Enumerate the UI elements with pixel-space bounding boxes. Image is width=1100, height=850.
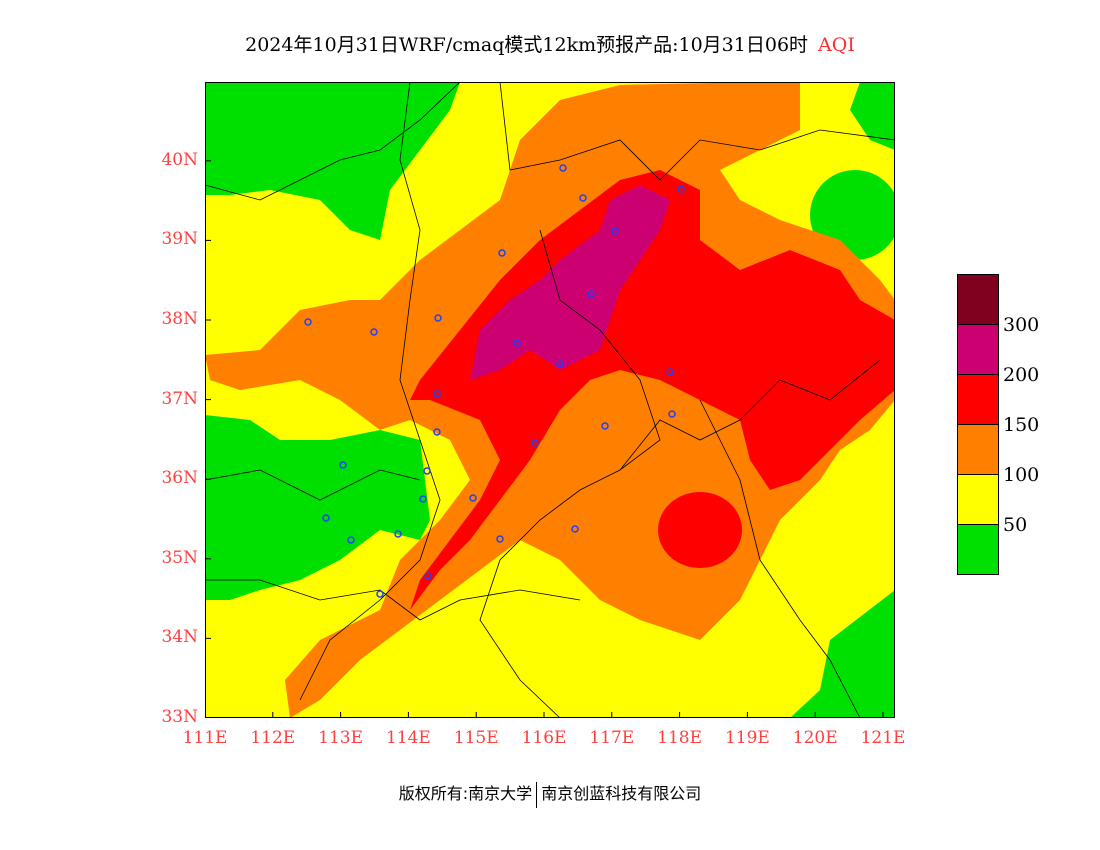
latitude-label: 38N bbox=[161, 309, 198, 329]
city-marker bbox=[531, 439, 539, 447]
copyright-text: 版权所有:南京大学 bbox=[398, 784, 533, 803]
province-boundaries bbox=[205, 82, 895, 718]
city-marker bbox=[347, 536, 355, 544]
legend-label: 50 bbox=[1003, 514, 1028, 536]
city-marker bbox=[419, 495, 427, 503]
legend-swatch-300plus bbox=[958, 275, 998, 325]
title-variable: AQI bbox=[818, 34, 855, 56]
city-marker bbox=[579, 194, 587, 202]
latitude-label: 39N bbox=[161, 229, 198, 250]
legend-label: 300 bbox=[1003, 314, 1040, 336]
legend-label: 100 bbox=[1003, 464, 1040, 486]
city-marker bbox=[394, 530, 402, 538]
longitude-label: 121E bbox=[860, 728, 906, 748]
city-marker bbox=[601, 422, 609, 430]
city-marker bbox=[498, 249, 506, 257]
axis-ticks bbox=[205, 160, 884, 718]
city-marker bbox=[376, 590, 384, 598]
legend-label: 200 bbox=[1003, 364, 1040, 386]
footer-separator bbox=[536, 781, 538, 808]
city-marker bbox=[513, 339, 521, 347]
company-text: 南京创蓝科技有限公司 bbox=[541, 784, 702, 803]
legend-swatch-200-300 bbox=[958, 325, 998, 375]
aqi-zone-0-50 bbox=[790, 590, 895, 718]
city-marker bbox=[339, 461, 347, 469]
city-marker bbox=[559, 164, 567, 172]
latitude-label: 37N bbox=[161, 388, 198, 409]
footer: 版权所有:南京大学 南京创蓝科技有限公司 bbox=[0, 780, 1100, 808]
longitude-label: 112E bbox=[250, 728, 296, 748]
city-marker bbox=[668, 410, 676, 418]
aqi-zone-150-200 bbox=[658, 492, 742, 568]
city-marker bbox=[611, 227, 619, 235]
aqi-map bbox=[205, 82, 895, 718]
latitude-label: 33N bbox=[161, 707, 198, 727]
latitude-label: 34N bbox=[161, 627, 198, 648]
legend-label: 150 bbox=[1003, 414, 1040, 436]
longitude-label: 111E bbox=[182, 728, 228, 748]
city-marker bbox=[370, 328, 378, 336]
city-marker bbox=[424, 572, 432, 580]
longitude-label: 113E bbox=[318, 728, 364, 748]
city-marker bbox=[322, 514, 330, 522]
city-marker bbox=[571, 525, 579, 533]
city-marker bbox=[433, 390, 441, 398]
city-marker bbox=[433, 428, 441, 436]
city-marker bbox=[423, 467, 431, 475]
legend-swatch-0-50 bbox=[958, 525, 998, 574]
city-marker bbox=[677, 185, 685, 193]
legend-swatch-50-100 bbox=[958, 475, 998, 525]
city-marker bbox=[587, 290, 595, 298]
map-title: 2024年10月31日WRF/cmaq模式12km预报产品:10月31日06时 A… bbox=[0, 30, 1100, 57]
aqi-zone-0-50 bbox=[205, 415, 430, 600]
city-marker bbox=[556, 360, 564, 368]
longitude-label: 115E bbox=[453, 728, 499, 748]
longitude-label: 119E bbox=[724, 728, 770, 748]
city-marker bbox=[666, 368, 674, 376]
legend-swatch-100-150 bbox=[958, 425, 998, 475]
longitude-label: 120E bbox=[792, 728, 838, 748]
city-markers bbox=[304, 164, 685, 598]
city-marker bbox=[469, 494, 477, 502]
longitude-label: 118E bbox=[657, 728, 703, 748]
latitude-label: 40N bbox=[161, 149, 198, 170]
city-marker bbox=[434, 314, 442, 322]
city-marker bbox=[496, 535, 504, 543]
latitude-label: 36N bbox=[161, 468, 198, 489]
aqi-zone-0-50 bbox=[850, 82, 895, 150]
aqi-zone-0-50 bbox=[205, 82, 460, 240]
latitude-label: 35N bbox=[161, 547, 198, 568]
city-marker bbox=[304, 318, 312, 326]
longitude-label: 114E bbox=[385, 728, 431, 748]
longitude-label: 117E bbox=[589, 728, 635, 748]
aqi-zone-200-300 bbox=[470, 185, 670, 380]
longitude-label: 116E bbox=[521, 728, 567, 748]
aqi-zone-150-200 bbox=[410, 170, 895, 610]
color-legend bbox=[957, 274, 999, 575]
title-main: 2024年10月31日WRF/cmaq模式12km预报产品:10月31日06时 bbox=[245, 34, 809, 56]
legend-swatch-150-200 bbox=[958, 375, 998, 425]
